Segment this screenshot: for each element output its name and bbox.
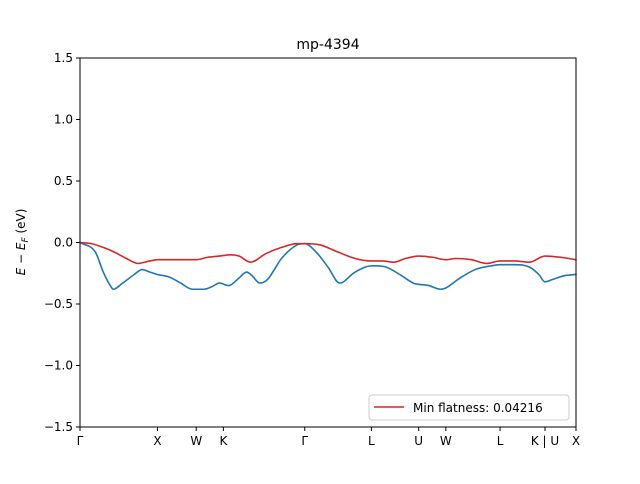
y-tick-label: −1.0 xyxy=(44,359,73,373)
x-tick-label: X xyxy=(153,434,161,448)
y-axis-label-fermi: E xyxy=(14,242,28,250)
y-axis-label: E − EF (eV) xyxy=(14,209,31,276)
x-tick-label: W xyxy=(440,434,452,448)
y-tick-label: −0.5 xyxy=(44,297,73,311)
legend-label: Min flatness: 0.04216 xyxy=(413,401,543,415)
x-axis: Γ X W K Γ L U W L K | U X xyxy=(77,427,580,448)
series-layer xyxy=(79,241,577,291)
x-tick-label: W xyxy=(190,434,202,448)
x-tick-label: L xyxy=(368,434,375,448)
x-tick-label: U xyxy=(414,434,423,448)
y-axis-label-energy: E xyxy=(14,267,28,275)
y-axis-label-minus: − xyxy=(14,250,28,268)
y-axis: 1.5 1.0 0.5 0.0 −0.5 −1.0 −1.5 xyxy=(44,51,80,434)
legend: Min flatness: 0.04216 xyxy=(368,394,570,421)
y-tick-label: −1.5 xyxy=(44,420,73,434)
y-tick-label: 0.0 xyxy=(54,236,73,250)
x-tick-label: K | U xyxy=(531,434,559,448)
y-tick-label: 1.0 xyxy=(54,113,73,127)
y-axis-label-unit: (eV) xyxy=(14,209,28,238)
x-tick-label: X xyxy=(572,434,580,448)
y-axis-label-subscript: F xyxy=(21,237,31,243)
band-line-red xyxy=(79,241,577,265)
chart-title: mp-4394 xyxy=(296,37,359,53)
y-tick-label: 1.5 xyxy=(54,51,73,65)
legend-box xyxy=(368,394,570,421)
x-tick-label: Γ xyxy=(77,434,84,448)
x-tick-label: L xyxy=(497,434,504,448)
x-tick-label: Γ xyxy=(301,434,308,448)
y-tick-label: 0.5 xyxy=(54,174,73,188)
x-tick-label: K xyxy=(219,434,228,448)
